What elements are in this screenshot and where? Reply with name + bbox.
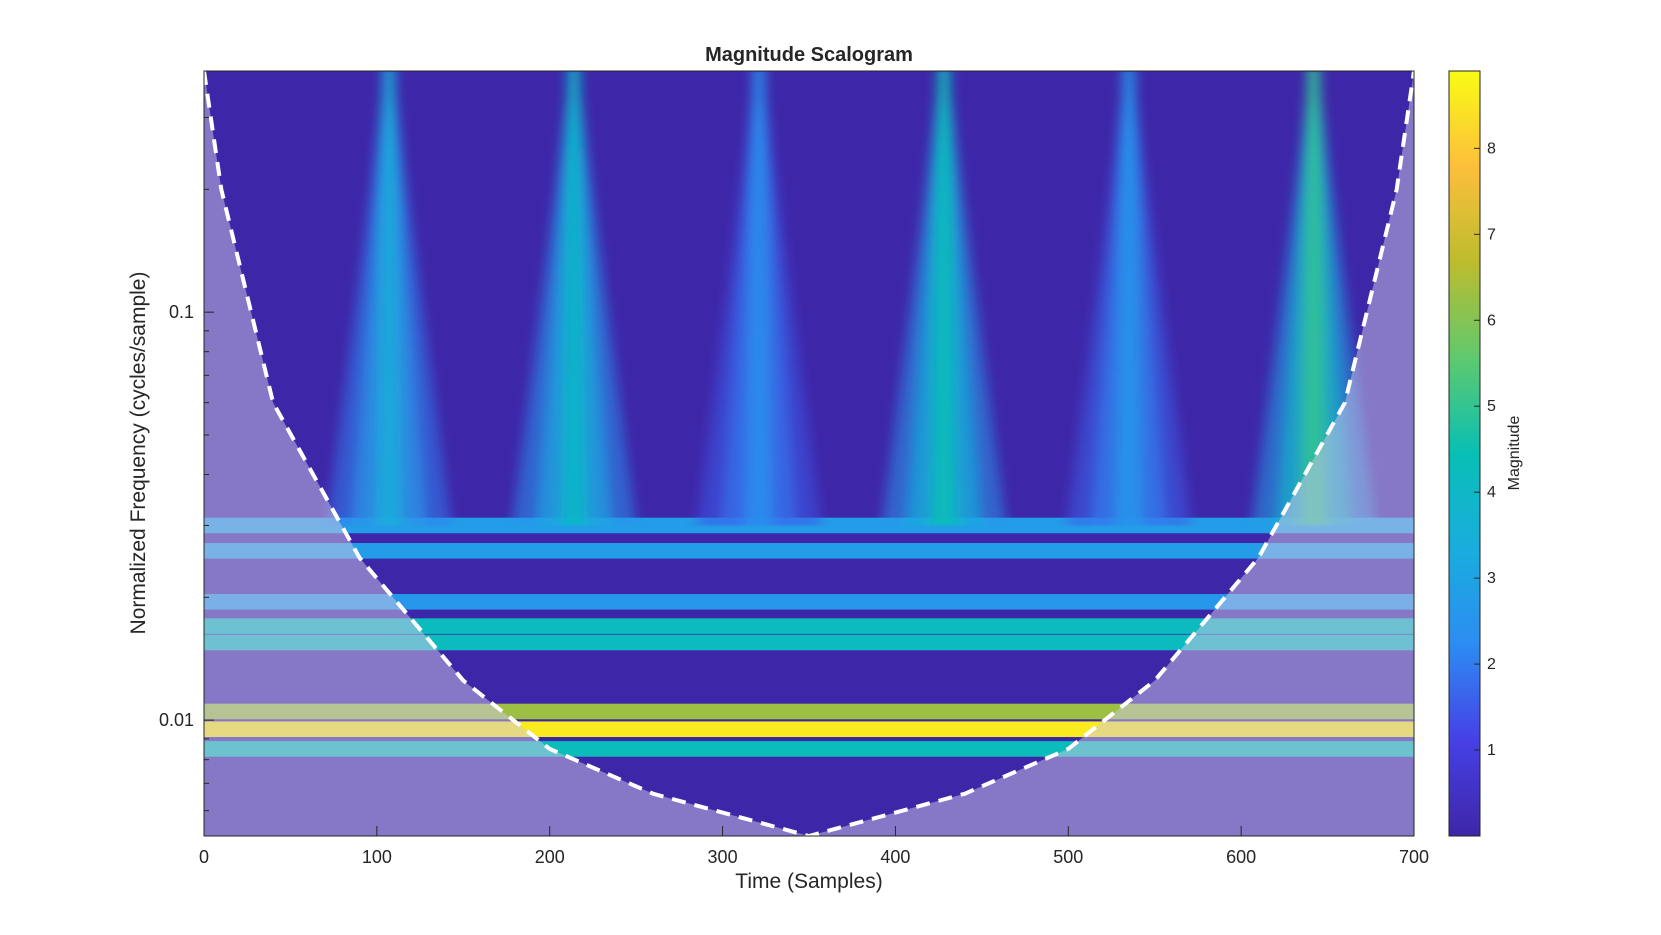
colorbar-tick-label: 3 [1487, 570, 1496, 587]
transient-layer [929, 71, 958, 526]
transient-ridge [511, 71, 636, 526]
plot-frame [203, 70, 1415, 837]
plot-area [204, 71, 1414, 836]
x-tick-label: 300 [708, 847, 738, 867]
colorbar-gradient [1448, 70, 1481, 837]
x-tick-label: 600 [1226, 847, 1256, 867]
tone-band [204, 594, 1414, 610]
colorbar-tick-label: 2 [1487, 656, 1496, 673]
colorbar-tick-label: 7 [1487, 226, 1496, 243]
colorbar-tick-label: 1 [1487, 742, 1496, 759]
chart-title: Magnitude Scalogram [705, 44, 913, 66]
transient-ridge [1066, 71, 1191, 526]
transient-ridge [326, 71, 451, 526]
tone-band [204, 634, 1414, 651]
transient-ridge [881, 71, 1006, 526]
tone-band [204, 618, 1414, 634]
colorbar-ticks: 1 2 3 4 5 6 7 8 [1474, 140, 1496, 759]
transient-ridge [696, 71, 821, 526]
x-axis-label: Time (Samples) [735, 870, 882, 893]
x-tick-label: 400 [880, 847, 910, 867]
x-tick-label: 100 [362, 847, 392, 867]
transient-layer [744, 71, 773, 526]
transient-layer [559, 71, 588, 526]
tone-band [204, 543, 1414, 559]
y-axis-label: Normalized Frequency (cycles/sample) [127, 272, 150, 635]
cone-of-influence-shade [204, 71, 1414, 836]
x-tick-label: 0 [199, 847, 209, 867]
transient-layer [374, 71, 403, 526]
x-tick-label: 200 [535, 847, 565, 867]
colorbar-tick-label: 5 [1487, 398, 1496, 415]
cone-of-influence-line [204, 71, 1414, 836]
y-tick-label: 0.01 [159, 710, 194, 730]
x-axis-ticks: 0 100 200 300 400 500 600 700 [199, 826, 1429, 867]
colorbar-label: Magnitude [1506, 416, 1523, 491]
colorbar-tick-label: 8 [1487, 140, 1496, 157]
colorbar-tick-label: 4 [1487, 484, 1496, 501]
x-tick-label: 700 [1399, 847, 1429, 867]
colorbar-tick-label: 6 [1487, 312, 1496, 329]
transient-layer [1114, 71, 1143, 526]
transient-ridges [326, 71, 1376, 526]
colorbar: 1 2 3 4 5 6 7 8 Magnitude [1448, 70, 1523, 837]
x-tick-label: 500 [1053, 847, 1083, 867]
y-tick-label: 0.1 [169, 302, 194, 322]
transient-layer [1299, 71, 1328, 526]
y-axis-ticks: 0.01 0.1 [159, 116, 214, 812]
